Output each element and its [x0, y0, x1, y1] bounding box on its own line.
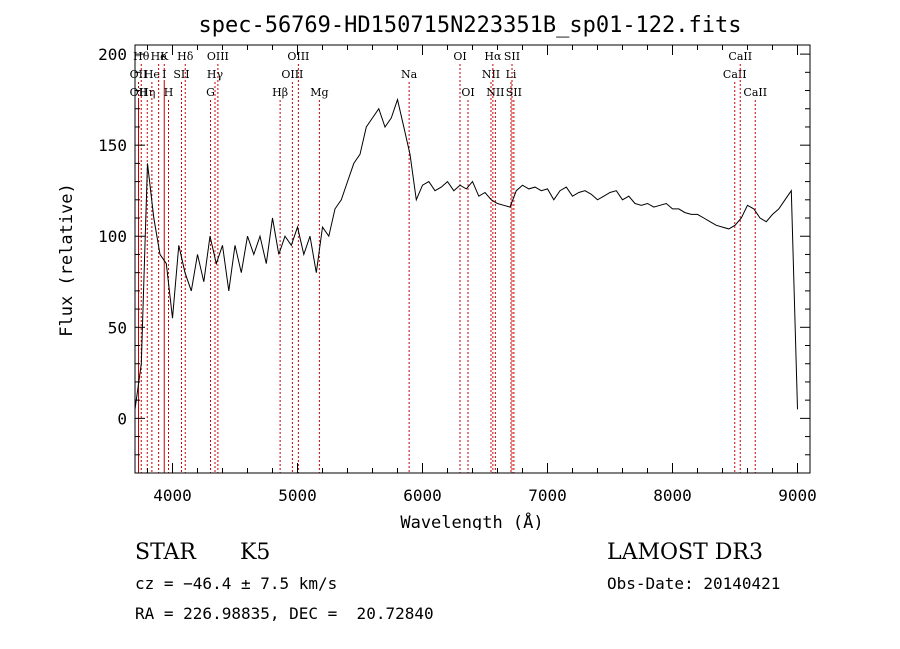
- object-class: STAR: [135, 540, 196, 565]
- redshift-velocity: cz = −46.4 ± 7.5 km/s: [135, 574, 338, 593]
- line-marker-label: NII: [486, 86, 504, 99]
- plot-frame: [134, 44, 811, 474]
- line-marker-label: Hη: [139, 86, 155, 99]
- line-marker-label: OI: [461, 86, 474, 99]
- coordinates: RA = 226.98835, DEC = 20.72840: [135, 604, 434, 623]
- line-marker-label: Hδ: [177, 50, 194, 63]
- line-marker-label: OII: [130, 86, 148, 99]
- x-axis: 4000 5000 6000 7000 8000 9000: [147, 45, 817, 505]
- line-marker-label: OIII: [287, 50, 309, 63]
- y-tick-label: 200: [98, 45, 127, 64]
- x-tick-label: 6000: [403, 486, 442, 505]
- line-marker-label: Hα: [484, 50, 502, 63]
- line-marker-label: SII: [504, 50, 520, 63]
- line-marker-label: He: [151, 50, 167, 63]
- line-marker-label: OI: [453, 50, 466, 63]
- y-tick-label: 100: [98, 227, 127, 246]
- line-marker-label: Na: [401, 68, 418, 81]
- x-tick-label: 5000: [278, 486, 317, 505]
- x-tick-label: 8000: [653, 486, 692, 505]
- line-markers: HθOIIOIIHηHeHeKIHSIIHδGHγOIIIHβOIIIOIIIM…: [130, 50, 767, 473]
- survey-name: LAMOST DR3: [607, 540, 763, 565]
- x-axis-label: Wavelength (Å): [400, 511, 543, 530]
- line-marker-label: Hγ: [207, 68, 224, 81]
- line-marker-label: SII: [506, 86, 522, 99]
- y-axis-label: Flux (relative): [57, 183, 77, 337]
- line-marker-label: He: [144, 68, 160, 81]
- line-marker-label: OIII: [207, 50, 229, 63]
- chart-title: spec-56769-HD150715N223351B_sp01-122.fit…: [198, 13, 741, 38]
- line-marker-label: Hβ: [272, 86, 288, 99]
- spectrum-chart: spec-56769-HD150715N223351B_sp01-122.fit…: [57, 13, 817, 530]
- x-tick-label: 4000: [153, 486, 192, 505]
- line-marker-label: Li: [506, 68, 517, 81]
- line-marker-label: Hθ: [133, 50, 150, 63]
- line-marker-label: SII: [173, 68, 189, 81]
- line-marker-label: Mg: [310, 86, 328, 99]
- line-marker-label: I: [162, 68, 166, 81]
- spectrum-line: [134, 97, 798, 410]
- line-marker-label: CaII: [728, 50, 752, 63]
- object-subclass: K5: [240, 540, 271, 565]
- y-tick-label: 0: [117, 409, 127, 428]
- line-marker-label: G: [206, 86, 215, 99]
- y-tick-label: 50: [108, 318, 127, 337]
- line-marker-label: NII: [482, 68, 500, 81]
- line-marker-label: OIII: [281, 68, 303, 81]
- line-marker-label: CaII: [743, 86, 767, 99]
- x-tick-label: 9000: [778, 486, 817, 505]
- line-marker-label: K: [160, 50, 169, 63]
- line-marker-label: CaII: [723, 68, 747, 81]
- line-marker-label: OII: [130, 68, 148, 81]
- y-tick-label: 150: [98, 136, 127, 155]
- y-axis: 0 50 100 150 200: [98, 45, 810, 456]
- observation-date: Obs-Date: 20140421: [607, 574, 781, 593]
- x-tick-label: 7000: [528, 486, 567, 505]
- line-marker-label: H: [164, 86, 174, 99]
